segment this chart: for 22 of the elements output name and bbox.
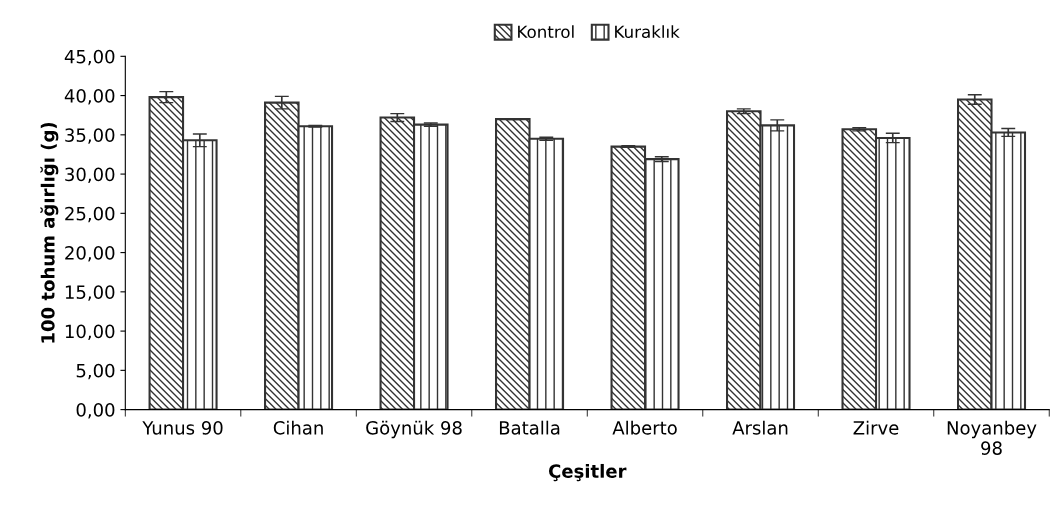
x-tick-label: Zirve xyxy=(853,420,899,435)
y-tick-label: 10,00 xyxy=(65,324,115,341)
x-tick-label: Göynük 98 xyxy=(366,420,462,439)
y-tick-label: 45,00 xyxy=(64,49,115,66)
x-tick-label: Alberto xyxy=(612,420,677,435)
y-tick-label: 15,00 xyxy=(65,285,115,301)
x-tick-label: Cihan xyxy=(273,420,323,435)
y-tick-label: 20,00 xyxy=(65,246,115,262)
y-tick-label: 35,00 xyxy=(65,128,115,144)
y-tick-label: 0,00 xyxy=(76,403,115,419)
y-tick-label: 5,00 xyxy=(76,363,115,380)
x-tick-label: Yunus 90 xyxy=(142,421,223,435)
x-tick-label: Batalla xyxy=(499,420,560,435)
x-axis-title: Çeşitler xyxy=(548,463,627,482)
x-tick-label: Noyanbey 98 xyxy=(947,420,1037,455)
legend-label: Kontrol xyxy=(518,25,574,39)
y-tick-label: 40,00 xyxy=(64,89,115,105)
y-axis-title: 100 tohum ağırlığı (g) xyxy=(40,122,59,343)
x-tick-label: Arslan xyxy=(732,420,788,435)
y-tick-label: 30,00 xyxy=(65,167,115,184)
legend-label: Kuraklık xyxy=(615,25,680,39)
y-tick-label: 25,00 xyxy=(65,206,115,223)
